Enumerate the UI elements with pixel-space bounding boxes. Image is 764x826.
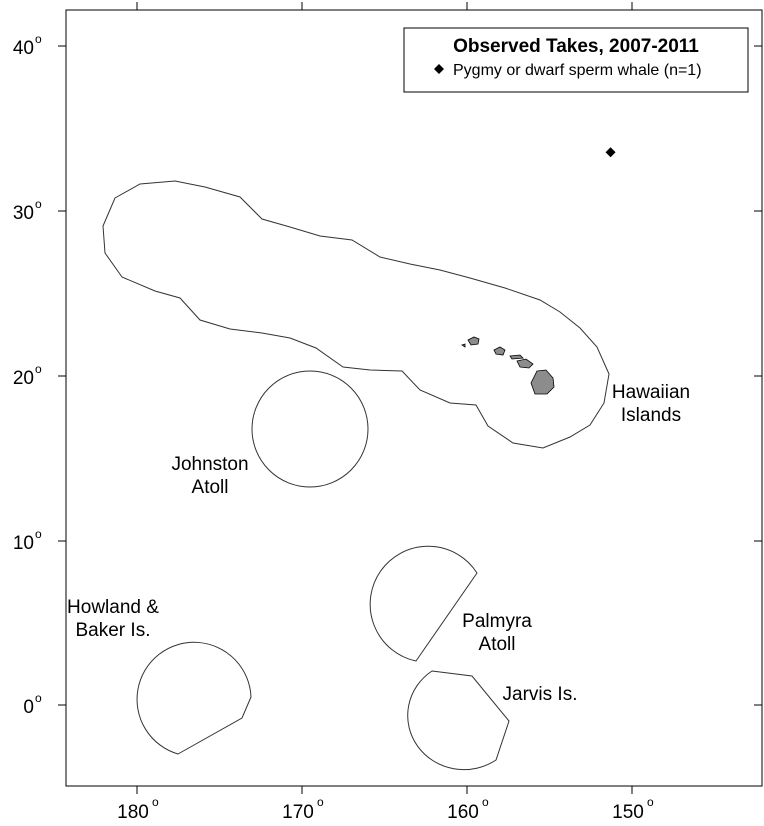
y-tick-10: 10 o (13, 527, 762, 554)
observation-marker-0 (605, 147, 616, 158)
y-tick-degree-0: o (35, 691, 42, 705)
hawaiian-islands-landmass (461, 336, 555, 395)
region-label-howland-baker: Howland & Baker Is. (67, 597, 159, 641)
region-label-jarvis-line1: Jarvis Is. (503, 684, 578, 705)
region-label-howland-baker-line1: Howland & (67, 597, 159, 618)
region-label-palmyra: Palmyra Atoll (462, 611, 532, 655)
x-tick-label-180: 180 (117, 802, 149, 823)
x-tick-label-160: 160 (447, 802, 479, 823)
legend-diamond-icon (434, 64, 444, 74)
y-tick-0: 0 o (23, 691, 762, 718)
observation-layer (605, 147, 616, 158)
palmyra-atoll-outline (369, 545, 478, 662)
x-tick-170: 170 o (282, 2, 324, 823)
jarvis-outline (407, 670, 510, 771)
x-axis-ticks: 180 o 170 o 160 o 150 o (117, 2, 654, 823)
y-tick-label-30: 30 (13, 203, 34, 224)
x-tick-degree-170: o (317, 795, 324, 809)
y-tick-label-40: 40 (13, 38, 34, 59)
region-label-hawaiian-line1: Hawaiian (612, 382, 690, 403)
x-tick-degree-180: o (152, 795, 159, 809)
y-tick-degree-30: o (35, 197, 42, 211)
x-tick-label-150: 150 (612, 802, 644, 823)
region-label-johnston: Johnston Atoll (171, 454, 248, 498)
x-tick-label-170: 170 (282, 802, 314, 823)
x-tick-180: 180 o (117, 2, 159, 823)
legend: Observed Takes, 2007-2011 Pygmy or dwarf… (403, 27, 749, 93)
molokai-island (509, 354, 524, 360)
x-tick-degree-150: o (647, 795, 654, 809)
region-label-palmyra-line1: Palmyra (462, 611, 532, 632)
niihau-island (461, 343, 466, 348)
y-tick-degree-40: o (35, 32, 42, 46)
hawaiian-eez-outline (102, 180, 610, 449)
y-tick-20: 20 o (13, 362, 762, 389)
y-tick-30: 30 o (13, 197, 762, 224)
hawaii-island (530, 369, 555, 395)
x-tick-degree-160: o (482, 795, 489, 809)
y-tick-40: 40 o (13, 32, 762, 59)
y-axis-ticks: 40 o 30 o 20 o 10 o 0 o (13, 32, 762, 718)
howland-baker-outline (136, 641, 252, 755)
region-label-howland-baker-line2: Baker Is. (76, 620, 151, 641)
y-tick-degree-20: o (35, 362, 42, 376)
legend-box (403, 27, 749, 93)
x-tick-150: 150 o (612, 2, 654, 823)
y-tick-label-0: 0 (23, 697, 34, 718)
region-label-hawaiian-line2: Islands (621, 405, 681, 426)
region-label-hawaiian: Hawaiian Islands (612, 382, 690, 426)
legend-title: Observed Takes, 2007-2011 (453, 36, 699, 57)
region-label-johnston-line2: Atoll (192, 477, 229, 498)
x-tick-160: 160 o (447, 2, 489, 823)
legend-entry: Pygmy or dwarf sperm whale (n=1) (453, 62, 702, 79)
map-frame (65, 9, 763, 787)
oahu-island (493, 346, 506, 356)
kauai-island (467, 336, 480, 346)
johnston-atoll-outline (251, 370, 369, 488)
maui-island (516, 358, 534, 369)
y-tick-label-10: 10 (13, 533, 34, 554)
y-tick-degree-10: o (35, 527, 42, 541)
y-tick-label-20: 20 (13, 368, 34, 389)
region-label-johnston-line1: Johnston (171, 454, 248, 475)
region-label-jarvis: Jarvis Is. (503, 684, 578, 705)
region-label-palmyra-line2: Atoll (479, 634, 516, 655)
